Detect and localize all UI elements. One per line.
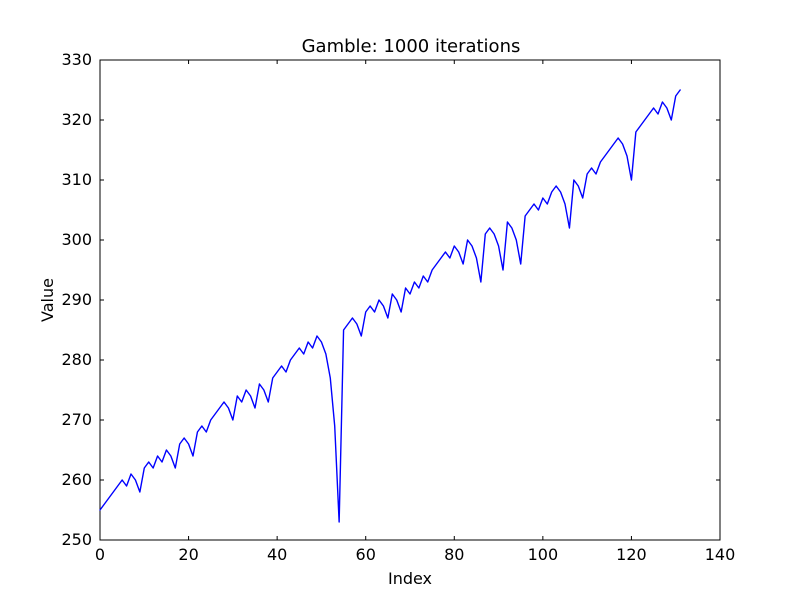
- x-tick-label: 100: [528, 545, 559, 564]
- x-tick-label: 60: [356, 545, 376, 564]
- y-tick-label: 260: [61, 470, 92, 489]
- x-tick-label: 40: [267, 545, 287, 564]
- y-tick-label: 290: [61, 290, 92, 309]
- x-tick-label: 140: [705, 545, 736, 564]
- data-series-line: [99, 89, 681, 523]
- y-tick-label: 270: [61, 410, 92, 429]
- y-tick-label: 330: [61, 50, 92, 69]
- x-tick-label: 120: [616, 545, 647, 564]
- y-tick-label: 300: [61, 230, 92, 249]
- x-axis-ticks: 0 20 40 60 80 100 120 140: [95, 60, 735, 564]
- x-axis-label: Index: [388, 569, 432, 588]
- plot-frame: [99, 59, 721, 541]
- y-axis-ticks: 250 260 270 280 290 300 310 320 330: [61, 50, 720, 549]
- y-tick-label: 320: [61, 110, 92, 129]
- y-tick-label: 280: [61, 350, 92, 369]
- chart-title: Gamble: 1000 iterations: [302, 36, 521, 57]
- x-tick-label: 80: [444, 545, 464, 564]
- x-tick-label: 0: [95, 545, 105, 564]
- y-tick-label: 250: [61, 530, 92, 549]
- y-axis-label: Value: [38, 278, 57, 322]
- x-tick-label: 20: [178, 545, 198, 564]
- y-tick-label: 310: [61, 170, 92, 189]
